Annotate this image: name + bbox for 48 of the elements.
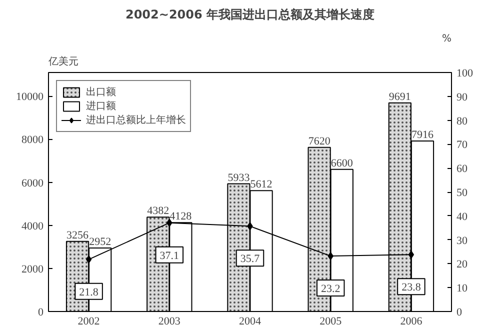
y2-tick-label: 70 [456,139,468,152]
x-tick-label: 2002 [78,316,100,327]
legend-label: 进出口总额比上年增长 [86,114,186,127]
data-label: 5612 [250,178,272,191]
data-label: 4128 [170,210,192,223]
y2-axis-title: % [442,34,452,44]
y-axis-title: 亿美元 [48,56,78,68]
data-label: 3256 [66,229,90,242]
point [328,252,334,260]
data-label: 9691 [388,90,411,103]
y-tick-label: 8000 [22,134,44,146]
x-tick-label: 2004 [239,316,262,327]
y2-tick-label: 50 [456,187,468,199]
data-label: 2952 [89,236,112,248]
y2-tick-label: 10 [456,282,468,295]
x-tick-label: 2005 [320,316,342,327]
y-tick-label: 10000 [16,91,44,104]
legend-label: 进口额 [86,100,116,113]
y2-tick-label: 60 [456,163,468,176]
chart-title: 2002~2006 年我国进出口总额及其增长速度 [125,8,375,22]
data-label: 23.2 [320,283,340,296]
data-label: 21.8 [79,286,99,298]
point [247,222,253,230]
y-tick-label: 2000 [22,263,44,276]
legend-label: 出口额 [86,86,116,99]
y2-tick-label: 90 [456,91,468,104]
y-tick-label: 6000 [22,177,44,190]
data-label: 37.1 [160,250,180,262]
y2-tick-label: 80 [456,115,468,128]
y2-tick-label: 100 [456,68,474,80]
y-tick-label: 4000 [22,220,44,232]
point [166,218,172,227]
data-label: 5933 [228,172,250,184]
data-label: 4382 [147,205,170,218]
data-label: 23.8 [402,282,422,294]
y2-tick-label: 30 [456,234,468,247]
data-label: 7916 [411,129,434,142]
data-label: 7620 [308,135,331,148]
y2-tick-label: 40 [456,210,468,223]
data-label: 6600 [330,157,354,170]
y2-tick-label: 20 [456,258,468,271]
x-tick-label: 2003 [158,316,181,327]
point [86,255,92,264]
data-label: 35.7 [240,253,260,266]
x-tick-label: 2006 [400,316,423,327]
y-tick-label: 0 [38,306,44,318]
point [408,250,414,259]
y2-tick-label: 0 [456,306,462,318]
